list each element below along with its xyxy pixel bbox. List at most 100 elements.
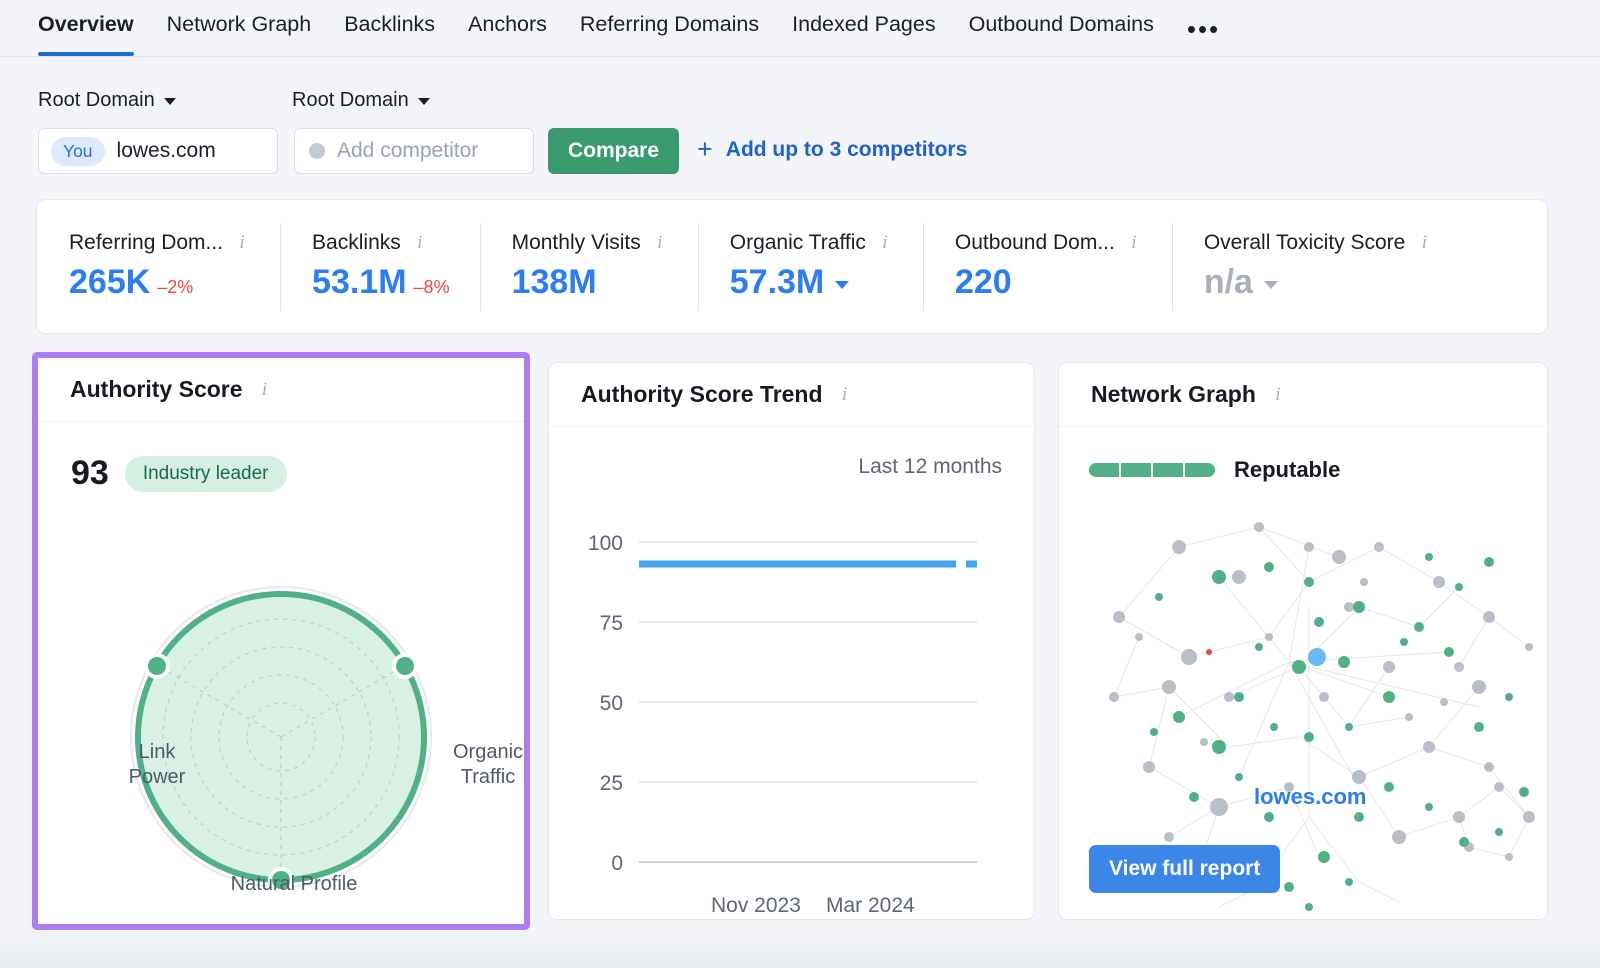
reputation-label: Reputable bbox=[1234, 457, 1341, 482]
metric-value: 265K bbox=[69, 263, 151, 301]
scope-dropdown-competitor-label: Root Domain bbox=[292, 89, 409, 111]
metric-value-row: n/a bbox=[1204, 263, 1433, 302]
tab-anchors[interactable]: Anchors bbox=[468, 12, 547, 36]
network-graph-card: Network Graph i Reputable bbox=[1058, 362, 1548, 920]
competitor-color-dot-icon bbox=[309, 143, 325, 159]
view-full-report-button[interactable]: View full report bbox=[1089, 845, 1281, 893]
metric-backlinks[interactable]: Backlinks i 53.1M –8% bbox=[280, 219, 480, 315]
plus-icon: + bbox=[697, 134, 713, 165]
card-title: Network Graph bbox=[1091, 381, 1256, 407]
chevron-down-icon[interactable] bbox=[835, 281, 850, 289]
network-center-node-label[interactable]: lowes.com bbox=[1254, 784, 1367, 809]
network-graph-visualization[interactable]: lowes.com bbox=[1059, 487, 1549, 917]
tab-list: Overview Network Graph Backlinks Anchors… bbox=[38, 0, 1220, 57]
metric-label: Overall Toxicity Score bbox=[1203, 231, 1406, 254]
radar-axis-natural-profile: Natural Profile bbox=[230, 873, 358, 895]
trend-body: Last 12 months 100 75 50 25 0 bbox=[549, 427, 1034, 919]
svg-text:75: 75 bbox=[600, 612, 623, 635]
page-title: Authority Score bbox=[70, 376, 243, 402]
info-icon[interactable]: i bbox=[657, 232, 663, 253]
radar-axis-organic-traffic: Organic Traffic bbox=[452, 741, 524, 788]
radar-axis-link-power: Link Power bbox=[128, 741, 186, 788]
tab-overview[interactable]: Overview bbox=[38, 0, 134, 56]
info-icon[interactable]: i bbox=[1421, 232, 1427, 253]
metric-delta: –8% bbox=[413, 277, 450, 297]
tab-backlinks[interactable]: Backlinks bbox=[344, 12, 436, 36]
svg-text:0: 0 bbox=[611, 852, 623, 875]
scope-dropdown-primary[interactable]: Root Domain bbox=[38, 89, 176, 112]
domain-input[interactable]: You lowes.com bbox=[38, 128, 278, 174]
competitor-input-placeholder: Add competitor bbox=[337, 139, 479, 162]
info-icon[interactable]: i bbox=[261, 378, 268, 400]
metric-referring-domains[interactable]: Referring Dom... i 265K –2% bbox=[37, 219, 280, 315]
trend-period-label: Last 12 months bbox=[858, 455, 1002, 478]
card-header: Authority Score i bbox=[38, 358, 524, 422]
metric-value: 220 bbox=[954, 263, 1012, 301]
add-competitors-link[interactable]: + Add up to 3 competitors bbox=[697, 134, 968, 165]
metric-value: n/a bbox=[1203, 263, 1253, 301]
chevron-down-icon[interactable] bbox=[1263, 281, 1278, 289]
info-icon[interactable]: i bbox=[1275, 383, 1281, 405]
info-icon[interactable]: i bbox=[841, 383, 848, 405]
status-badge: Industry leader bbox=[124, 455, 287, 492]
svg-text:50: 50 bbox=[600, 692, 623, 715]
radar-svg bbox=[130, 586, 432, 893]
reputation-bars-icon bbox=[1089, 463, 1215, 477]
metric-header: Backlinks i bbox=[312, 231, 450, 255]
authority-radar-chart: Link Power Organic Traffic Natural Profile bbox=[66, 542, 523, 932]
tab-outbound-domains[interactable]: Outbound Domains bbox=[968, 12, 1154, 36]
metric-value: 57.3M bbox=[729, 263, 825, 301]
authority-score-row: 93 Industry leader bbox=[71, 454, 287, 493]
authority-score-card: Authority Score i 93 Industry leader bbox=[32, 352, 530, 930]
network-body: Reputable bbox=[1059, 427, 1547, 919]
metric-header: Outbound Dom... i bbox=[955, 231, 1142, 255]
metric-organic-traffic[interactable]: Organic Traffic i 57.3M bbox=[697, 219, 923, 315]
metrics-summary-bar: Referring Dom... i 265K –2% Backlinks i … bbox=[36, 199, 1548, 334]
cards-row: Authority Score i 93 Industry leader bbox=[0, 352, 1600, 932]
add-competitors-label: Add up to 3 competitors bbox=[725, 138, 968, 161]
you-badge: You bbox=[51, 136, 105, 166]
metric-value-row: 265K –2% bbox=[69, 263, 250, 302]
domain-input-value: lowes.com bbox=[116, 139, 216, 162]
card-header: Authority Score Trend i bbox=[549, 363, 1034, 427]
metric-value: 138M bbox=[511, 263, 597, 301]
info-icon[interactable]: i bbox=[882, 232, 888, 253]
card-title: Authority Score Trend bbox=[581, 381, 823, 407]
metric-overall-toxicity-score[interactable]: Overall Toxicity Score i n/a bbox=[1171, 219, 1463, 315]
tab-referring-domains[interactable]: Referring Domains bbox=[579, 12, 760, 36]
compare-row: You lowes.com Add competitor Compare + A… bbox=[0, 128, 1600, 174]
scope-dropdown-primary-label: Root Domain bbox=[38, 89, 155, 111]
metric-value-row: 57.3M bbox=[730, 263, 893, 302]
info-icon[interactable]: i bbox=[417, 232, 423, 253]
compare-button[interactable]: Compare bbox=[548, 128, 680, 174]
metric-label: Organic Traffic bbox=[729, 231, 866, 254]
info-icon[interactable]: i bbox=[239, 232, 245, 253]
tab-indexed-pages[interactable]: Indexed Pages bbox=[792, 12, 936, 36]
svg-text:100: 100 bbox=[588, 532, 623, 555]
metric-value-row: 53.1M –8% bbox=[312, 263, 450, 302]
metric-outbound-domains[interactable]: Outbound Dom... i 220 bbox=[922, 219, 1172, 315]
tab-bar: Overview Network Graph Backlinks Anchors… bbox=[0, 0, 1600, 57]
more-options-icon[interactable]: ••• bbox=[1186, 14, 1221, 44]
metric-delta: –2% bbox=[157, 277, 194, 297]
tab-network-graph[interactable]: Network Graph bbox=[166, 12, 312, 36]
metric-label: Backlinks bbox=[312, 231, 401, 254]
authority-score-body: 93 Industry leader bbox=[38, 422, 524, 924]
reputation-indicator: Reputable bbox=[1089, 457, 1340, 483]
chevron-down-icon bbox=[417, 98, 430, 105]
scope-dropdown-competitor[interactable]: Root Domain bbox=[292, 89, 430, 112]
metric-value: 53.1M bbox=[312, 263, 407, 301]
authority-score-value: 93 bbox=[71, 454, 109, 492]
metric-header: Overall Toxicity Score i bbox=[1204, 231, 1433, 255]
bottom-fade bbox=[0, 930, 1600, 968]
metric-monthly-visits[interactable]: Monthly Visits i 138M bbox=[479, 219, 698, 315]
metric-label: Outbound Dom... bbox=[954, 231, 1115, 254]
metric-label: Referring Dom... bbox=[69, 231, 224, 254]
metric-label: Monthly Visits bbox=[511, 231, 641, 254]
svg-text:25: 25 bbox=[600, 772, 623, 795]
competitor-input[interactable]: Add competitor bbox=[294, 128, 534, 174]
svg-text:Mar 2024: Mar 2024 bbox=[826, 894, 915, 917]
authority-trend-chart: 100 75 50 25 0 Nov 2023 Mar 2024 bbox=[549, 427, 1036, 921]
reputation-segment bbox=[1185, 463, 1215, 477]
info-icon[interactable]: i bbox=[1131, 232, 1137, 253]
